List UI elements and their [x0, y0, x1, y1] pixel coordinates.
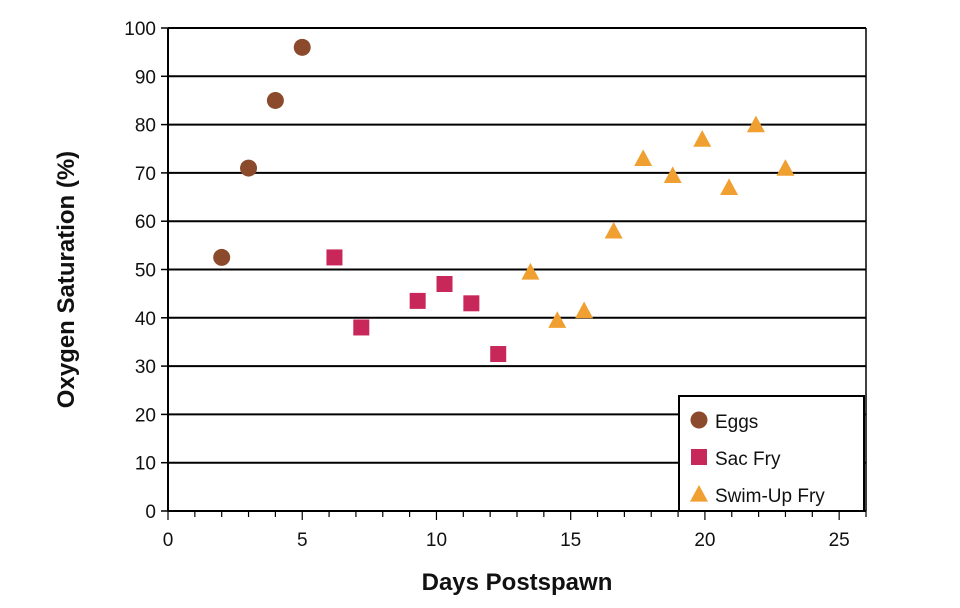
sac-fry-point [353, 319, 370, 336]
swim-up-fry-point [776, 159, 795, 176]
eggs-point [213, 248, 231, 266]
legend-box [678, 395, 865, 512]
swim-up-fry-point [604, 221, 623, 239]
swim-up-fry-point [634, 149, 653, 167]
swim-up-fry-point [746, 115, 765, 133]
y-tick-label: 20 [135, 405, 156, 426]
eggs-point [240, 159, 258, 177]
y-tick-label: 30 [135, 357, 156, 378]
swim-up-fry-point [548, 311, 567, 328]
x-tick-label: 20 [694, 530, 715, 551]
y-tick-label: 40 [135, 309, 156, 330]
swim-up-fry-point [575, 301, 594, 319]
data-points [213, 38, 795, 363]
legend-marker [690, 485, 708, 502]
eggs-point [293, 38, 311, 56]
x-tick-label: 25 [829, 530, 850, 551]
grid-lines [168, 27, 866, 512]
legend-label: Eggs [715, 412, 758, 433]
y-tick-label: 70 [135, 164, 156, 185]
y-tick-label: 100 [124, 19, 156, 40]
legend-label: Sac Fry [715, 449, 781, 470]
swim-up-fry-point [693, 130, 712, 147]
swim-up-fry-point [720, 178, 739, 196]
sac-fry-point [463, 295, 480, 312]
y-tick-label: 50 [135, 261, 156, 282]
sac-fry-point [490, 346, 507, 363]
legend-marker [690, 411, 708, 429]
legend-label: Swim-Up Fry [715, 486, 825, 507]
sac-fry-point [326, 249, 343, 266]
sac-fry-point [409, 292, 426, 309]
legend: Eggs Sac Fry Swim-Up Fry [678, 395, 865, 512]
tick-labels: 0 10 20 30 40 50 60 70 80 90 100 0 5 10 15 20 25 [124, 19, 849, 551]
axes [161, 27, 867, 520]
x-tick-label: 5 [297, 530, 308, 551]
y-tick-label: 10 [135, 454, 156, 475]
swim-up-fry-point [663, 166, 682, 183]
x-tick-label: 10 [426, 530, 447, 551]
y-tick-label: 0 [145, 502, 156, 523]
y-tick-label: 90 [135, 67, 156, 88]
y-axis-title: Oxygen Saturation (%) [53, 151, 80, 408]
sac-fry-point [436, 275, 453, 292]
x-axis-title: Days Postspawn [422, 569, 613, 596]
x-tick-label: 0 [163, 530, 174, 551]
y-tick-label: 60 [135, 212, 156, 233]
legend-marker [691, 449, 707, 465]
swim-up-fry-point [521, 262, 540, 280]
eggs-point [266, 91, 284, 109]
x-tick-label: 15 [560, 530, 581, 551]
y-tick-label: 80 [135, 116, 156, 137]
